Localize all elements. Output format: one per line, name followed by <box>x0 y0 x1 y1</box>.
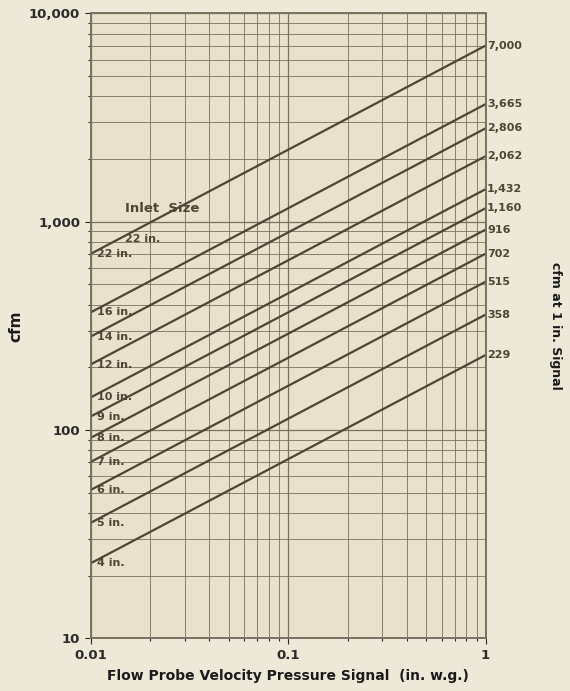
Text: Inlet  Size: Inlet Size <box>125 202 200 215</box>
Text: 8 in.: 8 in. <box>97 433 125 443</box>
Y-axis label: cfm: cfm <box>9 310 23 341</box>
Text: 5 in.: 5 in. <box>97 518 124 528</box>
Text: 702: 702 <box>487 249 510 258</box>
X-axis label: Flow Probe Velocity Pressure Signal  (in. w.g.): Flow Probe Velocity Pressure Signal (in.… <box>107 669 469 683</box>
Text: 2,062: 2,062 <box>487 151 522 161</box>
Text: 1,160: 1,160 <box>487 203 522 214</box>
Y-axis label: cfm at 1 in. Signal: cfm at 1 in. Signal <box>549 262 561 390</box>
Text: 916: 916 <box>487 225 511 235</box>
Text: 14 in.: 14 in. <box>97 332 133 341</box>
Text: 229: 229 <box>487 350 511 360</box>
Text: 358: 358 <box>487 310 510 320</box>
Text: 2,806: 2,806 <box>487 123 522 133</box>
Text: 7 in.: 7 in. <box>97 457 125 467</box>
Text: 9 in.: 9 in. <box>97 412 125 422</box>
Text: 4 in.: 4 in. <box>97 558 125 568</box>
Text: 1,432: 1,432 <box>487 184 522 194</box>
Text: 10 in.: 10 in. <box>97 392 132 402</box>
Text: 515: 515 <box>487 276 510 287</box>
Text: 3,665: 3,665 <box>487 99 522 109</box>
Text: 22 in.: 22 in. <box>125 234 161 244</box>
Text: 22 in.: 22 in. <box>97 249 132 259</box>
Text: 12 in.: 12 in. <box>97 359 132 370</box>
Text: 7,000: 7,000 <box>487 41 522 50</box>
Text: 16 in.: 16 in. <box>97 307 133 317</box>
Text: 6 in.: 6 in. <box>97 485 125 495</box>
